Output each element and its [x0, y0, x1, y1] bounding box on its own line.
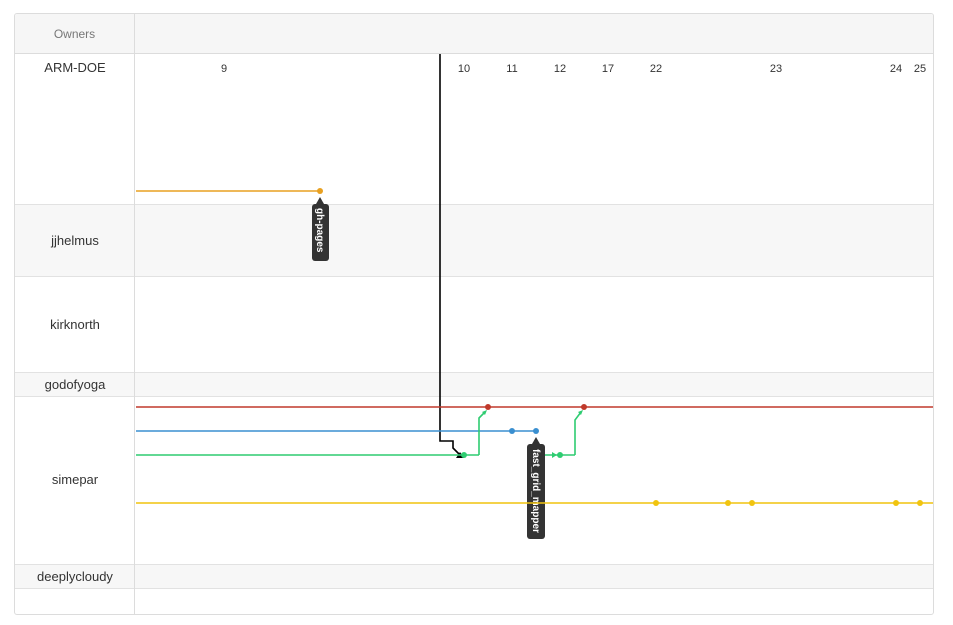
owner-label: jjhelmus	[51, 233, 99, 248]
commit-dot[interactable]	[917, 500, 923, 506]
merge-line	[478, 411, 486, 455]
date-tick: 12	[554, 63, 566, 75]
owner-label: godofyoga	[44, 377, 106, 392]
date-axis: 9 10 11 12 17 22 23 24 25	[221, 63, 926, 75]
commit-dot[interactable]	[653, 500, 659, 506]
gh-pages-tag[interactable]: gh-pages	[312, 197, 329, 261]
network-graph[interactable]: 9 10 11 12 17 22 23 24 25 gh-pages	[15, 14, 933, 614]
owner-label: simepar	[51, 472, 99, 487]
commit-dot[interactable]	[485, 404, 491, 410]
tag-label: fast_grid_mapper	[530, 449, 541, 533]
owner-row-jjhelmus: jjhelmus	[15, 205, 933, 277]
date-tick: 25	[914, 63, 926, 75]
owner-label: kirknorth	[50, 317, 100, 332]
commit-dot[interactable]	[509, 428, 515, 434]
date-tick: 9	[221, 63, 227, 75]
owner-row-deeplycloudy: deeplycloudy	[15, 565, 933, 589]
commit-dot[interactable]	[581, 404, 587, 410]
commit-dot[interactable]	[749, 500, 755, 506]
commit-dot[interactable]	[725, 500, 731, 506]
commit-dot[interactable]	[533, 428, 539, 434]
header-bar	[15, 14, 933, 54]
date-tick: 10	[458, 63, 470, 75]
owner-label: deeplycloudy	[37, 569, 113, 584]
commit-dot[interactable]	[893, 500, 899, 506]
owner-row-kirknorth: kirknorth	[15, 277, 933, 373]
arrow-head	[578, 410, 583, 415]
date-tick: 17	[602, 63, 614, 75]
commit-dot[interactable]	[557, 452, 563, 458]
arrow-head	[552, 452, 557, 458]
owner-row-arm-doe: ARM-DOE	[15, 54, 933, 205]
date-tick: 24	[890, 63, 902, 75]
date-tick: 11	[506, 63, 517, 75]
owner-row-godofyoga: godofyoga	[15, 373, 933, 397]
tag-label: gh-pages	[314, 208, 325, 253]
network-graph-panel: Owners ARM-DOE jjhelmus kirknorth godofy…	[14, 13, 934, 615]
owner-label: ARM-DOE	[44, 60, 106, 75]
owners-column-divider	[15, 14, 135, 614]
date-tick: 23	[770, 63, 782, 75]
merge-line	[574, 411, 582, 455]
fast-grid-mapper-tag[interactable]: fast_grid_mapper	[527, 437, 545, 539]
date-tick: 22	[650, 63, 662, 75]
owner-row-simepar: simepar	[15, 397, 933, 565]
upstream-branch-line	[439, 54, 461, 456]
commit-dot[interactable]	[461, 452, 467, 458]
arrow-head	[482, 410, 487, 415]
commit-dot[interactable]	[317, 188, 323, 194]
